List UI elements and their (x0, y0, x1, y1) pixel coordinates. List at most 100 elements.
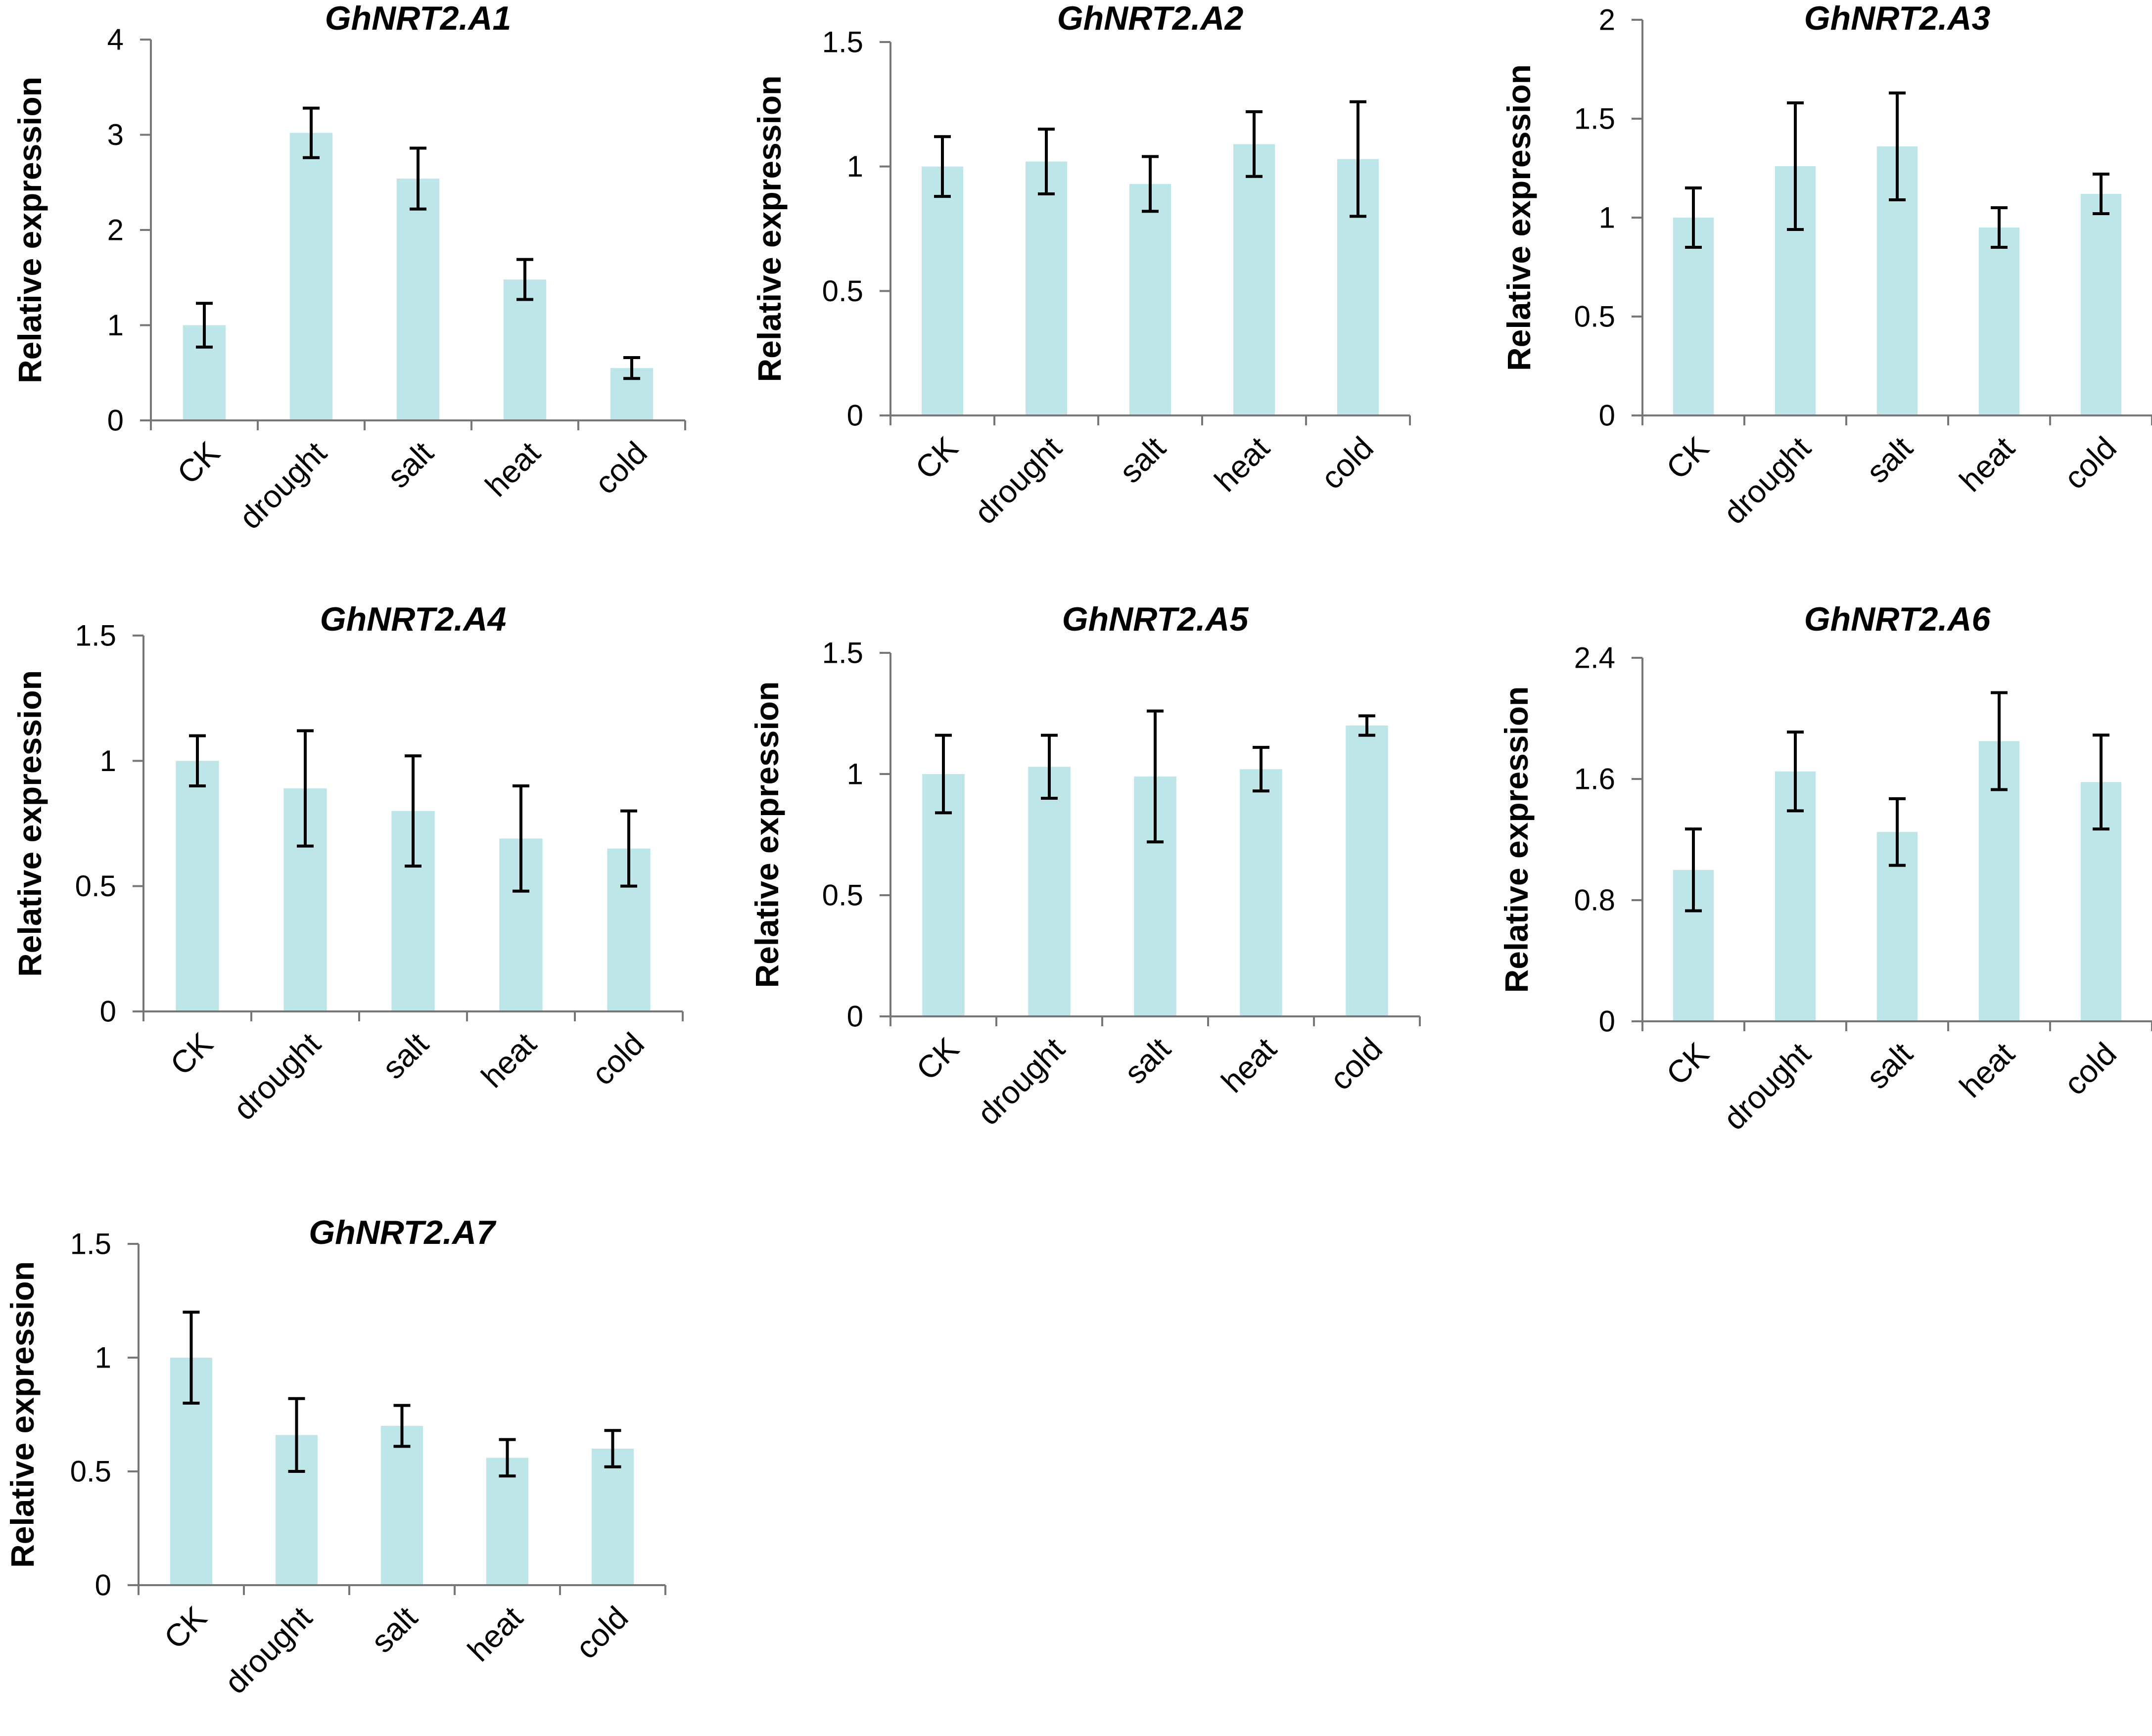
y-tick-label: 1.5 (822, 637, 863, 670)
y-tick-label: 0.5 (75, 869, 116, 903)
bar (1673, 218, 1714, 415)
y-tick-label: 2 (107, 214, 124, 247)
x-tick-label: salt (1118, 1031, 1177, 1091)
x-tick-label: heat (478, 435, 547, 503)
bar (289, 133, 333, 420)
chart-title: GhNRT2.A5 (1062, 600, 1249, 638)
y-tick-label: 0 (100, 995, 116, 1028)
y-tick-label: 4 (107, 23, 124, 56)
x-tick-label: salt (380, 435, 440, 495)
y-tick-label: 2 (1599, 3, 1615, 37)
chart-panel: GhNRT2.A4 Relative expression 0 0.5 1 1.5 CK dr… (11, 600, 684, 1127)
x-tick-label: drought (968, 430, 1069, 531)
x-tick-label: salt (1860, 430, 1919, 490)
bar (1233, 144, 1275, 415)
chart-title: GhNRT2.A6 (1804, 600, 1991, 638)
x-tick-label: CK (170, 435, 227, 491)
bar (1028, 767, 1071, 1016)
y-tick-label: 1.5 (1574, 102, 1615, 136)
bar (396, 179, 440, 420)
x-tick-label: heat (1953, 1036, 2021, 1104)
bar (922, 166, 963, 415)
x-tick-label: cold (585, 1026, 651, 1092)
y-tick-label: 1 (95, 1341, 111, 1374)
x-tick-label: drought (218, 1599, 319, 1701)
x-tick-label: drought (971, 1031, 1072, 1132)
x-tick-label: CK (1659, 1036, 1716, 1092)
y-tick-label: 1.5 (75, 619, 116, 652)
y-tick-label: 2.4 (1574, 641, 1615, 675)
x-tick-label: CK (909, 1031, 966, 1087)
chart-panel: GhNRT2.A1 Relative expression 0 1 2 3 4 CK droug… (11, 0, 686, 536)
x-tick-label: cold (1314, 430, 1380, 496)
x-tick-label: salt (375, 1026, 435, 1086)
y-axis-label: Relative expression (1500, 64, 1537, 371)
y-tick-label: 0 (95, 1569, 111, 1602)
y-axis-label: Relative expression (11, 670, 48, 977)
x-tick-label: heat (1215, 1031, 1283, 1099)
x-tick-label: salt (1860, 1036, 1919, 1096)
x-tick-label: CK (908, 430, 965, 486)
y-tick-label: 0.5 (822, 879, 863, 912)
x-tick-label: salt (1113, 430, 1172, 490)
chart-panel: GhNRT2.A3 Relative expression 0 0.5 1 1.5 2 CK d… (1500, 0, 2152, 531)
x-tick-label: CK (163, 1026, 220, 1082)
x-tick-label: cold (2057, 1036, 2123, 1102)
bar (176, 761, 219, 1011)
y-tick-label: 1.6 (1574, 763, 1615, 796)
bar (591, 1449, 634, 1585)
y-tick-label: 0.8 (1574, 884, 1615, 917)
y-tick-label: 0 (847, 1000, 863, 1033)
x-tick-label: heat (1953, 430, 2021, 499)
chart-title: GhNRT2.A1 (325, 0, 512, 37)
x-tick-label: drought (1717, 430, 1818, 531)
y-tick-label: 0 (1599, 399, 1615, 432)
y-tick-label: 0.5 (70, 1455, 111, 1488)
bar (380, 1426, 423, 1585)
x-tick-label: CK (1659, 430, 1716, 486)
chart-title: GhNRT2.A7 (309, 1214, 497, 1251)
bar (1978, 228, 2020, 415)
x-tick-label: CK (157, 1599, 214, 1656)
chart-panel: GhNRT2.A2 Relative expression 0 0.5 1 1.5 CK dr… (751, 0, 1411, 531)
chart-panel: GhNRT2.A6 Relative expression 0 0.8 1.6 2.4 CK… (1498, 600, 2152, 1137)
x-tick-label: drought (1717, 1036, 1818, 1137)
bar (1129, 183, 1171, 415)
x-tick-label: cold (2057, 430, 2123, 496)
x-tick-label: cold (568, 1599, 635, 1666)
x-tick-label: salt (364, 1599, 424, 1659)
bar (1346, 726, 1388, 1016)
x-tick-label: heat (1208, 430, 1276, 499)
y-tick-label: 0 (1599, 1005, 1615, 1038)
y-tick-label: 0 (847, 399, 863, 432)
bar (486, 1458, 529, 1585)
bar (2080, 194, 2122, 415)
y-axis-label: Relative expression (1498, 686, 1535, 993)
y-tick-label: 1.5 (70, 1228, 111, 1261)
x-tick-label: heat (461, 1599, 529, 1668)
chart-title: GhNRT2.A2 (1057, 0, 1244, 37)
bar (1775, 771, 1816, 1021)
x-tick-label: cold (1323, 1031, 1389, 1097)
chart-title: GhNRT2.A3 (1804, 0, 1991, 37)
y-tick-label: 0.5 (1574, 300, 1615, 333)
y-axis-label: Relative expression (4, 1261, 41, 1568)
chart-panel: GhNRT2.A7 Relative expression 0 0.5 1 1.5 CK dr… (4, 1214, 666, 1701)
y-axis-label: Relative expression (11, 77, 48, 383)
y-axis-label: Relative expression (749, 682, 785, 988)
y-tick-label: 3 (107, 118, 124, 151)
bar (503, 279, 547, 420)
bar (1026, 161, 1067, 416)
y-tick-label: 1.5 (822, 26, 863, 59)
chart-panel: GhNRT2.A5 Relative expression 0 0.5 1 1.5 CK dr… (749, 600, 1421, 1132)
x-tick-label: drought (233, 435, 334, 536)
y-tick-label: 1 (107, 309, 124, 342)
y-axis-label: Relative expression (751, 76, 788, 382)
y-tick-label: 0 (107, 404, 124, 437)
y-tick-label: 1 (847, 150, 863, 183)
chart-title: GhNRT2.A4 (320, 600, 507, 638)
x-tick-label: drought (227, 1026, 328, 1127)
x-tick-label: heat (474, 1026, 543, 1095)
x-tick-label: cold (588, 435, 654, 501)
